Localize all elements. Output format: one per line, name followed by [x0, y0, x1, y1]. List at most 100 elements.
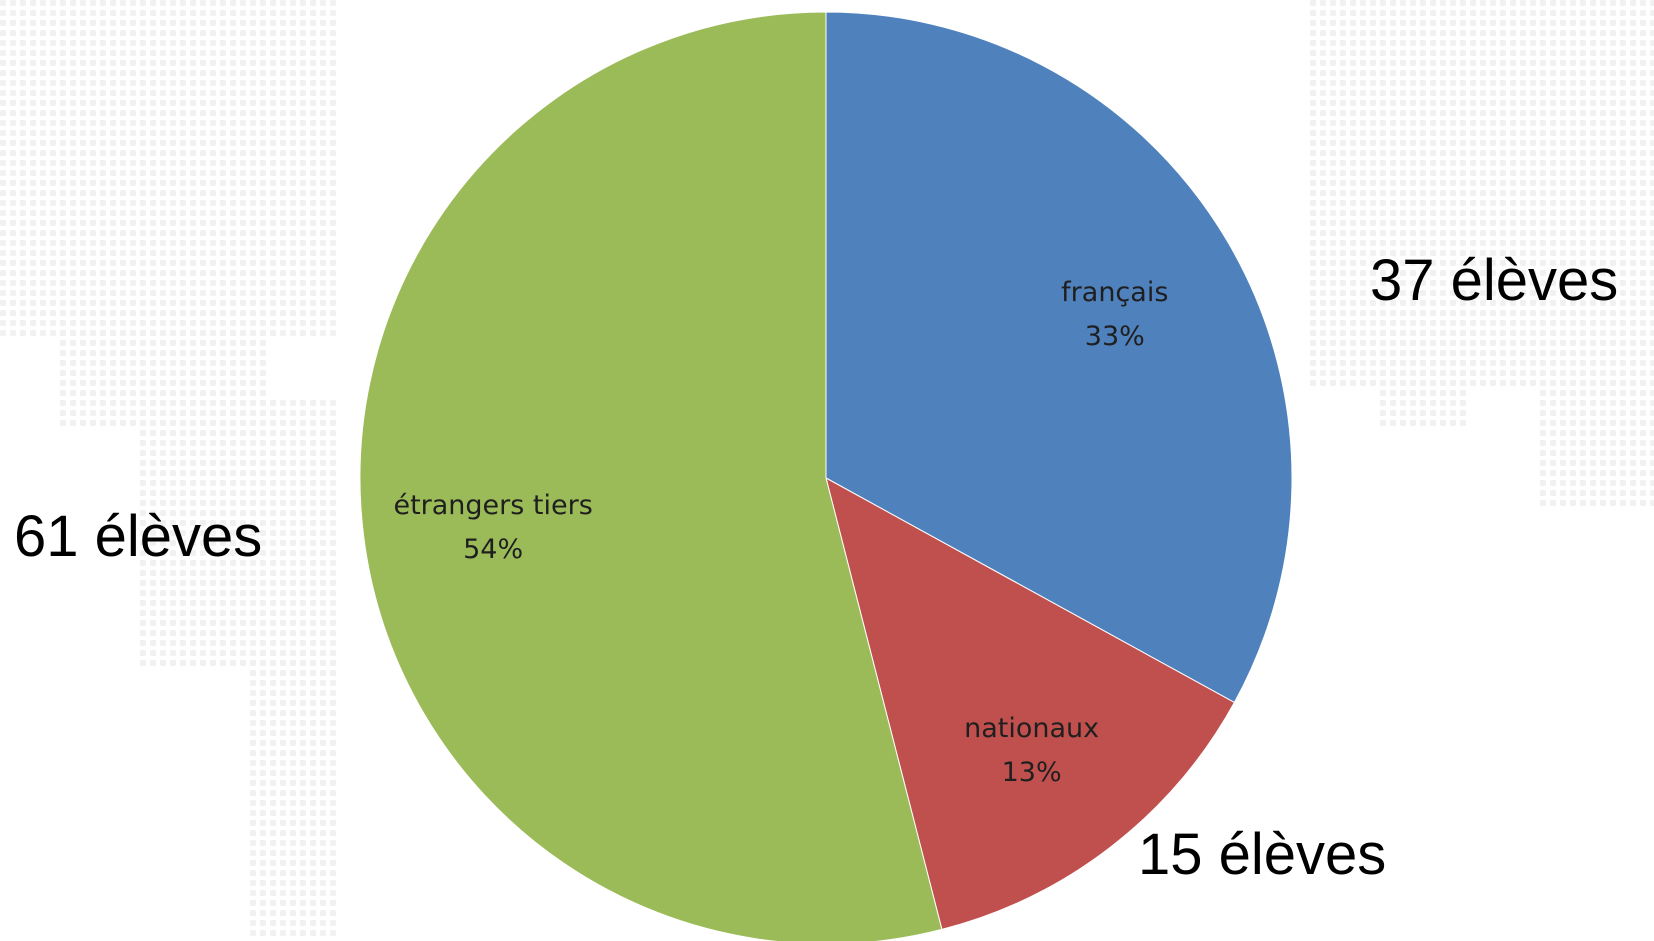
- map-dot: [80, 110, 86, 116]
- map-dot: [90, 100, 96, 106]
- map-dot: [200, 300, 206, 306]
- map-dot: [280, 20, 286, 26]
- map-dot: [90, 280, 96, 286]
- map-dot: [80, 60, 86, 66]
- map-dot: [170, 460, 176, 466]
- map-dot: [20, 60, 26, 66]
- map-dot: [70, 120, 76, 126]
- map-dot: [140, 420, 146, 426]
- map-dot: [170, 580, 176, 586]
- map-dot: [160, 250, 166, 256]
- map-dot: [330, 330, 336, 336]
- map-dot: [220, 620, 226, 626]
- map-dot: [90, 20, 96, 26]
- map-dot: [100, 310, 106, 316]
- map-dot: [240, 40, 246, 46]
- map-dot: [330, 50, 336, 56]
- map-dot: [130, 320, 136, 326]
- map-dot: [170, 550, 176, 556]
- map-dot: [270, 300, 276, 306]
- map-dot: [120, 260, 126, 266]
- map-dot: [70, 300, 76, 306]
- map-dot: [240, 350, 246, 356]
- map-dot: [0, 300, 6, 306]
- map-dot: [320, 220, 326, 226]
- map-dot: [200, 80, 206, 86]
- map-dot: [190, 430, 196, 436]
- map-dot: [180, 240, 186, 246]
- map-dot: [180, 400, 186, 406]
- map-dot: [110, 90, 116, 96]
- map-dot: [70, 340, 76, 346]
- map-dot: [200, 530, 206, 536]
- map-dot: [210, 580, 216, 586]
- map-dot: [100, 180, 106, 186]
- map-dot: [230, 110, 236, 116]
- map-dot: [310, 310, 316, 316]
- map-dot: [240, 10, 246, 16]
- map-dot: [290, 520, 296, 526]
- map-dot: [70, 140, 76, 146]
- map-dot: [160, 550, 166, 556]
- map-dot: [190, 170, 196, 176]
- map-dot: [290, 270, 296, 276]
- map-dot: [200, 350, 206, 356]
- map-dot: [210, 590, 216, 596]
- map-dot: [290, 440, 296, 446]
- map-dot: [170, 330, 176, 336]
- map-dot: [140, 70, 146, 76]
- map-dot: [290, 200, 296, 206]
- map-dot: [160, 400, 166, 406]
- map-dot: [200, 590, 206, 596]
- map-dot: [150, 310, 156, 316]
- map-dot: [310, 70, 316, 76]
- map-dot: [250, 40, 256, 46]
- map-dot: [310, 90, 316, 96]
- map-dot: [120, 40, 126, 46]
- map-dot: [100, 100, 106, 106]
- map-dot: [80, 30, 86, 36]
- map-dot: [280, 460, 286, 466]
- map-dot: [230, 490, 236, 496]
- map-dot: [220, 530, 226, 536]
- map-dot: [230, 380, 236, 386]
- map-dot: [150, 470, 156, 476]
- map-dot: [140, 30, 146, 36]
- map-dot: [220, 250, 226, 256]
- map-dot: [160, 630, 166, 636]
- map-dot: [20, 200, 26, 206]
- map-dot: [280, 400, 286, 406]
- map-dot: [160, 460, 166, 466]
- map-dot: [130, 170, 136, 176]
- map-dot: [100, 20, 106, 26]
- map-dot: [10, 130, 16, 136]
- map-dot: [300, 170, 306, 176]
- map-dot: [280, 60, 286, 66]
- map-dot: [220, 160, 226, 166]
- map-dot: [280, 600, 286, 606]
- map-dot: [220, 170, 226, 176]
- map-dot: [200, 0, 206, 6]
- map-dot: [210, 20, 216, 26]
- map-dot: [320, 70, 326, 76]
- map-dot: [190, 590, 196, 596]
- map-dot: [240, 620, 246, 626]
- map-dot: [210, 530, 216, 536]
- map-dot: [110, 0, 116, 6]
- map-dot: [220, 490, 226, 496]
- map-dot: [250, 90, 256, 96]
- map-dot: [260, 540, 266, 546]
- map-dot: [140, 410, 146, 416]
- map-dot: [50, 270, 56, 276]
- map-dot: [270, 190, 276, 196]
- map-dot: [230, 330, 236, 336]
- map-dot: [180, 490, 186, 496]
- map-dot: [240, 640, 246, 646]
- map-dot: [230, 50, 236, 56]
- map-dot: [200, 270, 206, 276]
- map-dot: [130, 420, 136, 426]
- map-dot: [0, 280, 6, 286]
- map-dot: [210, 510, 216, 516]
- map-dot: [220, 520, 226, 526]
- map-dot: [320, 270, 326, 276]
